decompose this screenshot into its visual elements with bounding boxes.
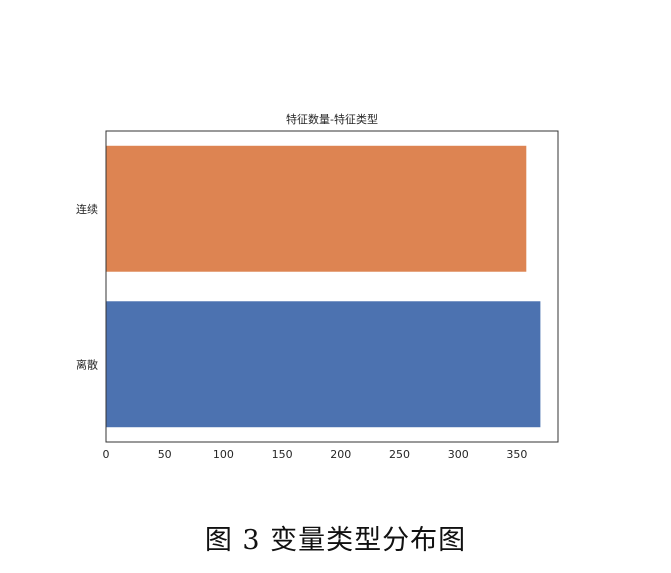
bar-0	[106, 145, 527, 272]
figure-caption: 图 3 变量类型分布图	[204, 525, 467, 556]
y-tick-label: 连续	[76, 202, 98, 216]
x-tick-label: 200	[330, 448, 351, 461]
x-tick-label: 150	[272, 448, 293, 461]
x-tick-label: 350	[506, 448, 527, 461]
x-tick-label: 300	[448, 448, 469, 461]
chart-title: 特征数量-特征类型	[286, 112, 378, 126]
x-tick-label: 250	[389, 448, 410, 461]
bar-1	[106, 301, 541, 428]
x-axis-ticks: 0 50 100 150 200 250 300 350	[103, 448, 528, 461]
x-tick-label: 50	[158, 448, 172, 461]
bars-group	[106, 145, 541, 428]
x-tick-label: 0	[103, 448, 110, 461]
plot-frame	[105, 130, 559, 443]
x-tick-label: 100	[213, 448, 234, 461]
y-tick-label: 离散	[76, 357, 98, 371]
